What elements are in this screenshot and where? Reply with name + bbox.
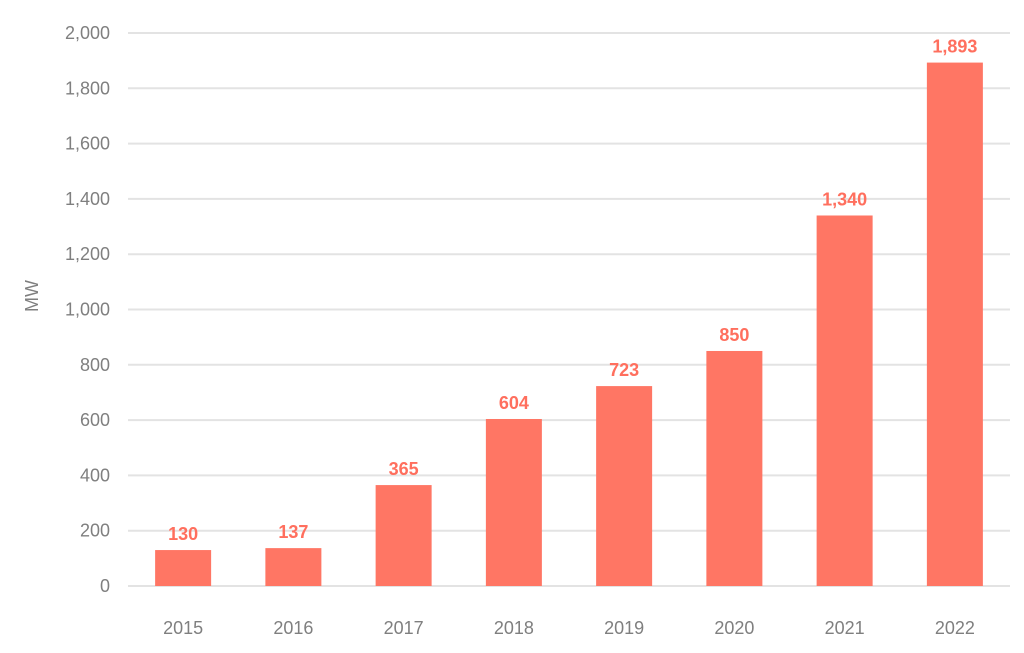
y-tick-label: 800: [80, 355, 110, 375]
y-tick-label: 1,600: [65, 134, 110, 154]
data-label: 1,893: [932, 37, 977, 57]
bar-2017: [375, 485, 432, 586]
y-tick-label: 1,800: [65, 78, 110, 98]
y-tick-label: 1,000: [65, 300, 110, 320]
data-label: 723: [609, 360, 639, 380]
bar-2018: [485, 418, 542, 586]
x-tick-label: 2021: [825, 618, 865, 638]
x-tick-label: 2017: [384, 618, 424, 638]
data-label: 604: [499, 393, 529, 413]
data-label: 1,340: [822, 189, 867, 209]
data-label: 850: [719, 325, 749, 345]
y-tick-label: 1,400: [65, 189, 110, 209]
bar-2022: [926, 62, 983, 586]
x-tick-label: 2022: [935, 618, 975, 638]
y-tick-label: 0: [100, 576, 110, 596]
y-tick-label: 400: [80, 465, 110, 485]
y-tick-label: 200: [80, 521, 110, 541]
x-tick-label: 2020: [714, 618, 754, 638]
data-label: 137: [278, 522, 308, 542]
y-tick-label: 2,000: [65, 23, 110, 43]
y-axis-label: MW: [22, 280, 42, 312]
bar-2020: [706, 350, 763, 586]
y-tick-label: 1,200: [65, 244, 110, 264]
bar-2015: [155, 550, 212, 586]
x-tick-label: 2016: [273, 618, 313, 638]
data-label: 365: [389, 459, 419, 479]
x-tick-label: 2019: [604, 618, 644, 638]
x-tick-label: 2018: [494, 618, 534, 638]
x-tick-label: 2015: [163, 618, 203, 638]
bar-2021: [816, 215, 873, 587]
y-tick-label: 600: [80, 410, 110, 430]
bar-2019: [596, 386, 653, 586]
data-label: 130: [168, 524, 198, 544]
bar-2016: [265, 548, 322, 586]
